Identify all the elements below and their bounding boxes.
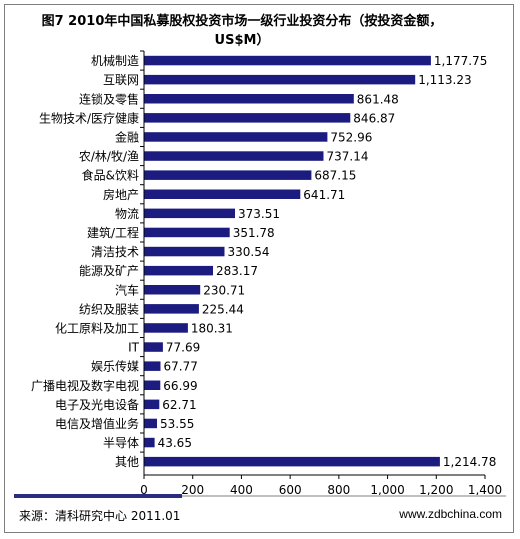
bar <box>144 74 416 85</box>
bar <box>144 208 235 219</box>
bar <box>144 323 188 333</box>
x-tick-label: 1,200 <box>419 483 453 497</box>
category-label: 农/林/牧/渔 <box>79 150 139 164</box>
x-tick-label: 0 <box>140 483 148 497</box>
value-label: 687.15 <box>314 169 356 183</box>
category-label: 汽车 <box>115 282 139 297</box>
bar <box>144 227 230 238</box>
category-label: 其他 <box>115 455 139 469</box>
value-label: 737.14 <box>327 150 369 164</box>
category-label: 电信及增值业务 <box>55 416 139 431</box>
category-label: 生物技术/医疗健康 <box>39 110 139 125</box>
value-label: 861.48 <box>357 92 399 106</box>
bar <box>144 170 312 180</box>
category-label: 物流 <box>115 207 139 221</box>
bar <box>144 94 354 104</box>
category-label: 娱乐传媒 <box>91 359 139 374</box>
value-label: 1,214.78 <box>443 455 496 469</box>
bar <box>144 151 324 161</box>
category-label: IT <box>128 341 140 355</box>
category-label: 清洁技术 <box>91 245 139 259</box>
bar <box>144 342 163 352</box>
chart-frame <box>4 4 514 533</box>
value-label: 1,113.23 <box>418 73 471 87</box>
bar <box>144 399 160 410</box>
value-label: 225.44 <box>202 302 244 316</box>
category-label: 能源及矿产 <box>79 264 139 278</box>
chart-title: 图7 2010年中国私募股权投资市场一级行业投资分布（按投资金额，US$M） <box>41 14 443 48</box>
bar <box>144 456 440 467</box>
value-label: 752.96 <box>330 130 372 144</box>
value-label: 230.71 <box>203 283 245 297</box>
bar <box>144 265 213 276</box>
footer-divider <box>14 495 506 497</box>
category-label: 连锁及零售 <box>79 91 139 106</box>
category-label: 互联网 <box>103 73 139 87</box>
x-tick-label: 200 <box>181 483 204 497</box>
value-label: 43.65 <box>158 436 192 450</box>
value-label: 846.87 <box>353 111 395 125</box>
value-label: 67.77 <box>164 360 198 374</box>
category-label: 房地产 <box>103 187 139 202</box>
value-label: 330.54 <box>228 245 270 259</box>
footer-divider-accent <box>14 494 182 498</box>
value-label: 373.51 <box>238 207 280 221</box>
x-tick-label: 400 <box>230 483 253 497</box>
x-tick-label: 1,000 <box>370 483 404 497</box>
source-note: 来源：清科研究中心 2011.01 <box>19 509 181 523</box>
bar <box>144 132 328 142</box>
value-label: 53.55 <box>160 417 194 431</box>
bar <box>144 380 161 390</box>
value-label: 641.71 <box>303 188 345 202</box>
bar <box>144 361 161 371</box>
value-label: 180.31 <box>191 322 233 336</box>
value-label: 62.71 <box>162 398 196 412</box>
category-label: 食品&饮料 <box>82 168 139 183</box>
category-label: 广播电视及数字电视 <box>31 378 139 393</box>
value-label: 77.69 <box>166 341 200 355</box>
value-label: 1,177.75 <box>434 54 487 68</box>
category-label: 电子及光电设备 <box>55 398 139 412</box>
value-label: 283.17 <box>216 264 258 278</box>
category-label: 化工原料及加工 <box>55 322 139 336</box>
bar <box>144 304 199 314</box>
bar <box>144 55 431 66</box>
bar <box>144 437 155 448</box>
bar <box>144 189 301 199</box>
bar <box>144 418 157 429</box>
x-tick-label: 600 <box>279 483 302 497</box>
bar <box>144 113 351 123</box>
bar <box>144 285 201 295</box>
value-label: 351.78 <box>233 226 275 240</box>
category-label: 半导体 <box>103 436 139 450</box>
website-link[interactable]: www.zdbchina.com <box>399 507 502 521</box>
category-label: 金融 <box>115 129 139 144</box>
category-label: 机械制造 <box>91 53 139 68</box>
category-label: 建筑/工程 <box>87 225 139 240</box>
x-tick-label: 1,400 <box>468 483 502 497</box>
x-tick-label: 800 <box>327 483 350 497</box>
bar <box>144 246 225 257</box>
value-label: 66.99 <box>163 379 197 393</box>
category-label: 纺织及服装 <box>79 302 139 316</box>
